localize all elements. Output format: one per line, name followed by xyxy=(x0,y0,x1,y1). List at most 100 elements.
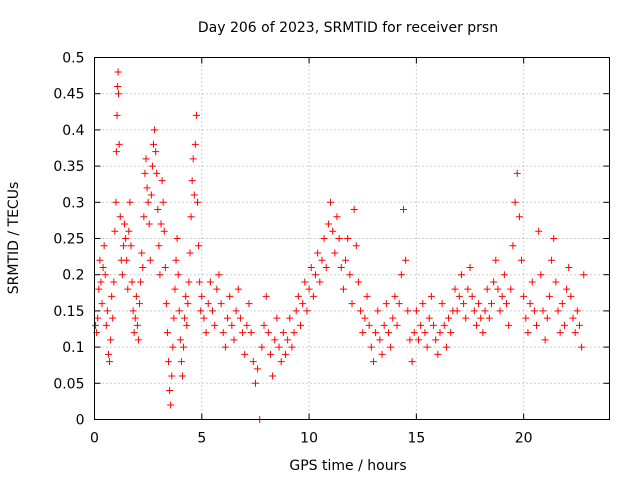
data-point xyxy=(144,198,152,206)
data-point xyxy=(168,372,176,380)
data-point xyxy=(560,321,568,329)
data-point xyxy=(520,292,528,300)
data-point xyxy=(215,271,223,279)
data-point xyxy=(442,343,450,351)
data-point xyxy=(539,307,547,315)
data-point xyxy=(119,242,127,250)
y-tick-label: 0.2 xyxy=(62,268,84,284)
data-point xyxy=(129,307,137,315)
data-point xyxy=(100,242,108,250)
data-point xyxy=(230,336,238,344)
data-point xyxy=(387,343,395,351)
axis-ticks xyxy=(94,57,610,420)
data-point xyxy=(509,242,517,250)
data-point xyxy=(301,278,309,286)
data-point xyxy=(132,292,140,300)
data-point xyxy=(275,343,283,351)
data-point xyxy=(249,358,257,366)
data-point xyxy=(113,111,121,119)
data-point xyxy=(186,249,194,257)
data-point xyxy=(145,220,153,228)
data-point xyxy=(277,358,285,366)
y-tick-label: 0.15 xyxy=(53,304,84,320)
data-point xyxy=(121,220,129,228)
data-point xyxy=(134,336,142,344)
data-point xyxy=(492,256,500,264)
chart-title: Day 206 of 2023, SRMTID for receiver prs… xyxy=(198,20,498,36)
data-point xyxy=(346,271,354,279)
data-point xyxy=(503,300,510,308)
data-point xyxy=(526,300,534,308)
data-point xyxy=(136,300,144,308)
x-tick-label: 5 xyxy=(197,431,206,447)
data-point xyxy=(228,321,236,329)
data-point xyxy=(224,314,232,322)
data-point xyxy=(115,140,123,148)
data-point xyxy=(333,213,341,221)
data-point xyxy=(213,285,221,293)
data-point xyxy=(140,213,148,221)
data-point xyxy=(126,198,134,206)
data-point xyxy=(151,126,159,134)
x-tick-label: 15 xyxy=(407,431,425,447)
data-point xyxy=(204,300,212,308)
data-point xyxy=(260,321,268,329)
data-point xyxy=(264,329,272,337)
data-point xyxy=(382,300,390,308)
data-point xyxy=(92,321,100,329)
data-point xyxy=(318,256,326,264)
data-point xyxy=(112,148,120,156)
data-point xyxy=(266,350,274,358)
data-point xyxy=(95,285,103,293)
data-point xyxy=(427,292,435,300)
data-point xyxy=(451,285,459,293)
data-point xyxy=(101,271,109,279)
data-point xyxy=(180,343,188,351)
data-point xyxy=(146,256,154,264)
y-tick-label: 0.45 xyxy=(53,87,84,103)
data-point xyxy=(453,307,461,315)
data-point xyxy=(487,300,495,308)
data-point xyxy=(324,220,332,228)
data-points xyxy=(92,68,588,423)
data-point xyxy=(122,235,130,242)
data-point xyxy=(359,329,367,337)
data-point xyxy=(153,169,161,177)
data-point xyxy=(419,300,427,308)
data-point xyxy=(241,350,249,358)
data-point xyxy=(184,300,192,308)
data-point xyxy=(183,321,191,329)
data-point xyxy=(367,343,375,351)
data-point xyxy=(173,235,181,242)
data-point xyxy=(167,401,175,409)
data-point xyxy=(127,242,135,250)
data-point xyxy=(524,329,532,337)
data-point xyxy=(104,350,112,358)
data-point xyxy=(181,314,189,322)
data-point xyxy=(391,292,399,300)
data-point xyxy=(342,256,350,264)
data-point xyxy=(124,285,132,293)
data-point xyxy=(226,292,234,300)
x-tick-labels: 0 5 10 15 20 xyxy=(90,431,533,447)
data-point xyxy=(483,285,491,293)
data-point xyxy=(464,285,472,293)
data-point xyxy=(96,256,104,264)
data-point xyxy=(447,329,455,337)
y-tick-label: 0.25 xyxy=(53,232,84,248)
data-point xyxy=(408,358,416,366)
data-point xyxy=(537,271,545,279)
x-axis-label: GPS time / hours xyxy=(289,458,406,474)
x-tick-label: 0 xyxy=(90,431,99,447)
data-point xyxy=(232,307,240,315)
data-point xyxy=(262,292,270,300)
data-point xyxy=(380,321,388,329)
data-point xyxy=(348,300,356,308)
data-point xyxy=(545,292,553,300)
data-point xyxy=(535,227,543,235)
data-point xyxy=(196,278,204,286)
data-point xyxy=(567,292,575,300)
data-point xyxy=(339,285,347,293)
data-point xyxy=(114,68,122,76)
data-point xyxy=(432,336,440,344)
